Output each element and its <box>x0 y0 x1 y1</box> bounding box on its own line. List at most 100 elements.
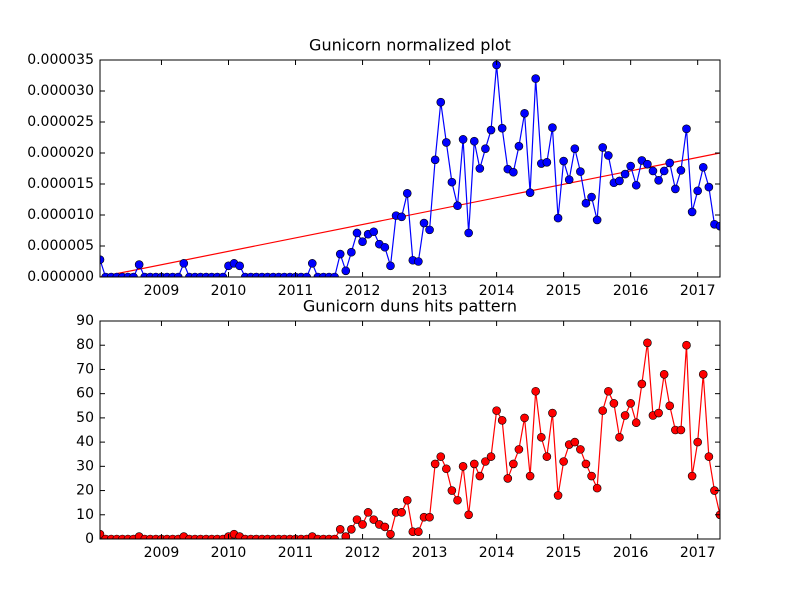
data-point <box>469 136 479 146</box>
x-tick-label: 2014 <box>479 545 515 561</box>
axes-frame <box>99 59 721 278</box>
y-tick-label: 40 <box>76 434 94 450</box>
data-point <box>436 97 446 107</box>
data-point <box>430 155 440 165</box>
data-line <box>100 342 720 539</box>
y-tick-label: 80 <box>76 337 94 353</box>
data-point <box>553 491 563 500</box>
data-point <box>397 508 406 517</box>
data-point <box>481 144 490 153</box>
data-point <box>693 186 702 196</box>
data-point <box>369 227 379 237</box>
x-tick-label: 2009 <box>144 283 180 299</box>
data-point <box>548 123 557 132</box>
data-point <box>620 169 630 179</box>
data-point <box>559 156 568 166</box>
data-point <box>425 512 434 522</box>
data-point <box>525 188 535 197</box>
data-point <box>598 143 608 152</box>
data-point <box>475 164 485 173</box>
data-point <box>464 510 473 520</box>
data-point <box>620 411 630 420</box>
data-point <box>665 401 675 411</box>
data-point <box>687 207 697 217</box>
data-point <box>347 525 356 534</box>
y-tick-label: 10 <box>76 507 94 523</box>
data-point <box>559 457 568 466</box>
data-point <box>654 408 663 418</box>
x-tick-label: 2010 <box>211 545 247 561</box>
data-point <box>497 416 507 425</box>
data-point <box>548 408 557 418</box>
data-point <box>419 218 429 228</box>
y-tick-label: 0 <box>85 531 94 547</box>
data-point <box>626 399 635 408</box>
data-point <box>598 406 608 415</box>
y-tick-label: 0.000015 <box>27 176 94 192</box>
data-point <box>302 272 312 277</box>
data-point <box>100 255 105 264</box>
data-point <box>442 464 451 474</box>
data-point <box>648 166 658 176</box>
data-point <box>587 471 596 481</box>
x-tick-label: 2010 <box>211 283 247 299</box>
data-point <box>464 228 473 238</box>
data-point <box>542 158 552 167</box>
data-point <box>386 261 395 271</box>
data-point <box>665 158 675 168</box>
data-point <box>380 522 390 532</box>
data-point <box>643 159 652 169</box>
trend-line <box>100 152 720 277</box>
data-point <box>347 247 356 257</box>
data-point <box>542 452 552 461</box>
data-point <box>453 201 462 210</box>
data-point <box>335 249 345 259</box>
data-point <box>386 529 395 539</box>
data-point <box>179 259 189 268</box>
data-point <box>609 399 619 408</box>
data-point <box>671 184 680 194</box>
data-point <box>643 338 652 348</box>
data-point <box>369 515 379 524</box>
data-point <box>615 432 624 442</box>
data-point <box>134 260 144 269</box>
y-tick-label: 60 <box>76 386 94 402</box>
data-point <box>531 386 540 396</box>
data-point <box>458 135 468 144</box>
data-point <box>704 452 714 461</box>
data-point <box>676 166 686 175</box>
data-point <box>509 459 518 469</box>
data-point <box>492 406 501 415</box>
data-point <box>715 221 720 231</box>
data-point <box>615 176 624 186</box>
x-tick-label: 2014 <box>479 283 515 299</box>
data-point <box>341 266 351 276</box>
chart-title: Gunicorn duns hits pattern <box>303 297 517 316</box>
chart-title: Gunicorn normalized plot <box>309 36 511 55</box>
data-point <box>436 452 446 461</box>
y-tick-label: 0.000005 <box>27 238 94 254</box>
data-point <box>581 459 591 469</box>
data-point <box>704 182 714 192</box>
data-point <box>173 272 183 277</box>
data-point <box>553 213 563 223</box>
x-tick-label: 2012 <box>345 545 381 561</box>
data-point <box>682 340 691 350</box>
x-tick-label: 2016 <box>613 283 649 299</box>
data-point <box>458 462 468 471</box>
x-tick-label: 2009 <box>144 545 180 561</box>
data-point <box>570 144 580 153</box>
data-point <box>397 212 406 222</box>
data-point <box>442 138 451 147</box>
data-point <box>570 437 580 447</box>
data-point <box>576 167 585 176</box>
data-point <box>693 437 702 447</box>
x-tick-label: 2013 <box>412 283 448 299</box>
data-point <box>330 272 339 277</box>
y-tick-label: 30 <box>76 458 94 474</box>
data-point <box>520 109 529 118</box>
x-tick-label: 2015 <box>546 283 582 299</box>
y-tick-label: 0.000020 <box>27 145 94 161</box>
data-point <box>509 167 518 177</box>
